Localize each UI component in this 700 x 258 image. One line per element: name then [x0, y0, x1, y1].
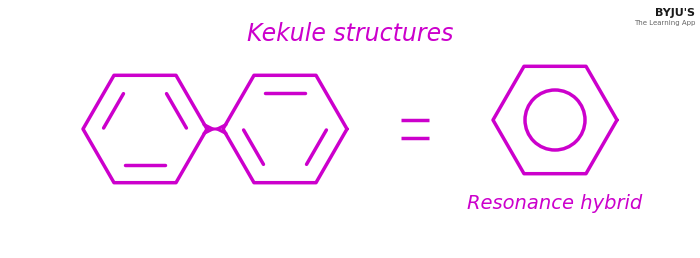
Text: Kekule structures: Kekule structures	[247, 22, 453, 46]
Text: The Learning App: The Learning App	[634, 20, 695, 26]
Text: BYJU'S: BYJU'S	[655, 8, 695, 18]
Text: Resonance hybrid: Resonance hybrid	[468, 194, 643, 213]
